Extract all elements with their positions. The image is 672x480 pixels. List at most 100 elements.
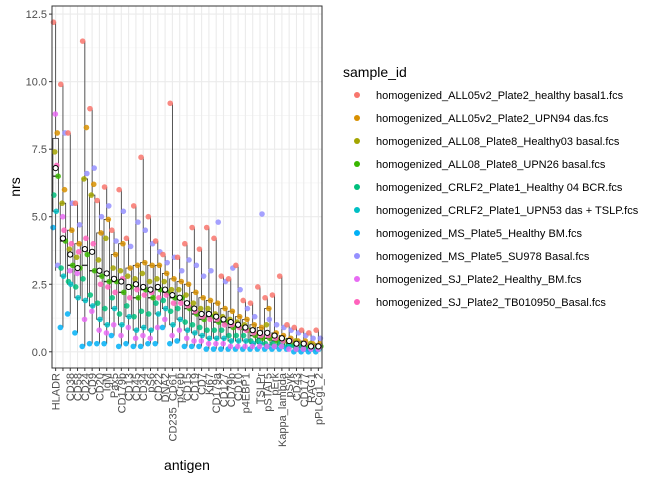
sample-point	[140, 332, 146, 339]
sample-point	[235, 338, 242, 344]
sample-point	[110, 265, 116, 271]
sample-point	[101, 340, 107, 347]
sample-point	[242, 343, 248, 350]
sample-point	[94, 300, 101, 306]
x-tick-label: Ki67	[204, 373, 216, 395]
sample-point	[153, 300, 159, 306]
sample-point	[310, 335, 316, 342]
sample-point	[52, 111, 59, 117]
mean-marker	[81, 246, 88, 253]
y-axis-title: nrs	[7, 177, 23, 196]
sample-point	[115, 343, 122, 350]
sample-point	[91, 267, 98, 274]
sample-point	[208, 267, 214, 274]
sample-point	[97, 316, 103, 323]
sample-point	[155, 311, 162, 317]
sample-point	[86, 340, 93, 347]
sample-point	[218, 273, 225, 279]
mean-marker	[191, 305, 198, 312]
sample-point	[83, 235, 89, 242]
y-tick-label: 12.5	[26, 9, 47, 21]
x-tick-label: CD22	[153, 373, 165, 401]
sample-point	[266, 305, 272, 312]
sample-point	[193, 262, 200, 269]
sample-point	[196, 246, 203, 252]
x-tick-label: RAG1	[306, 373, 318, 403]
sample-point	[182, 319, 188, 325]
legend-key	[354, 161, 360, 167]
legend-label: homogenized_ALL08_Plate8_UPN26 basal.fcs	[376, 159, 606, 171]
sample-point	[111, 305, 118, 312]
sample-point	[269, 292, 276, 298]
sample-point	[134, 262, 141, 269]
x-tick-label: CD127	[218, 373, 230, 407]
sample-point	[237, 286, 243, 293]
legend-key	[354, 253, 360, 259]
sample-point	[273, 321, 280, 328]
sample-point	[204, 327, 210, 333]
sample-point	[236, 313, 243, 320]
sample-point	[69, 227, 75, 234]
mean-marker	[169, 291, 176, 299]
mean-marker	[205, 310, 212, 318]
x-tick-label: CD79b	[226, 373, 238, 407]
legend-label: homogenized_ALL05v2_Plate2_UPN94 das.fcs	[376, 113, 609, 125]
sample-point	[139, 270, 146, 277]
sample-point	[50, 19, 57, 26]
sample-point	[205, 340, 212, 347]
sample-point	[170, 300, 177, 306]
sample-point	[142, 227, 149, 234]
sample-point	[199, 332, 205, 339]
sample-point	[222, 305, 228, 312]
x-tick-label: IgM	[102, 373, 114, 391]
sample-point	[175, 305, 181, 312]
sample-point	[96, 327, 102, 333]
sample-point	[210, 346, 217, 352]
sample-point	[163, 270, 170, 277]
sample-point	[191, 338, 197, 344]
sample-point	[148, 327, 154, 333]
sample-point	[65, 130, 71, 136]
sample-point	[226, 332, 232, 339]
sample-point	[213, 335, 220, 342]
sample-point	[249, 343, 256, 350]
sample-point	[110, 321, 117, 328]
sample-point	[82, 297, 89, 304]
sample-point	[125, 324, 132, 331]
sample-point	[132, 335, 139, 342]
sample-point	[117, 267, 124, 274]
sample-point	[218, 327, 225, 333]
mean-marker	[118, 278, 125, 285]
sample-point	[244, 316, 250, 323]
x-tick-label: pPLCg1_2	[313, 373, 325, 425]
sample-point	[218, 346, 224, 352]
x-tick-label: CD15	[182, 373, 194, 401]
sample-point	[138, 154, 144, 161]
sample-point	[233, 332, 240, 339]
sample-point	[154, 276, 160, 282]
sample-point	[203, 224, 210, 231]
sample-point	[313, 327, 319, 333]
sample-point	[51, 149, 58, 155]
sample-point	[97, 281, 104, 288]
sample-point	[57, 324, 64, 331]
sample-point	[75, 249, 82, 255]
sample-point	[101, 184, 108, 190]
sample-point	[276, 273, 283, 279]
sample-point	[262, 294, 268, 301]
mean-marker	[198, 310, 205, 318]
sample-point	[211, 327, 218, 333]
sample-point	[161, 278, 168, 285]
legend-key	[354, 299, 360, 305]
sample-point	[152, 340, 158, 347]
mean-marker	[286, 337, 293, 345]
sample-point	[105, 284, 111, 290]
legend-key	[354, 115, 360, 121]
sample-point	[190, 300, 197, 306]
y-tick-label: 7.5	[32, 144, 47, 156]
sample-point	[182, 240, 188, 247]
mean-marker	[307, 343, 315, 350]
sample-point	[170, 321, 176, 328]
sample-point	[181, 343, 188, 350]
x-tick-label: CD7	[197, 373, 209, 395]
